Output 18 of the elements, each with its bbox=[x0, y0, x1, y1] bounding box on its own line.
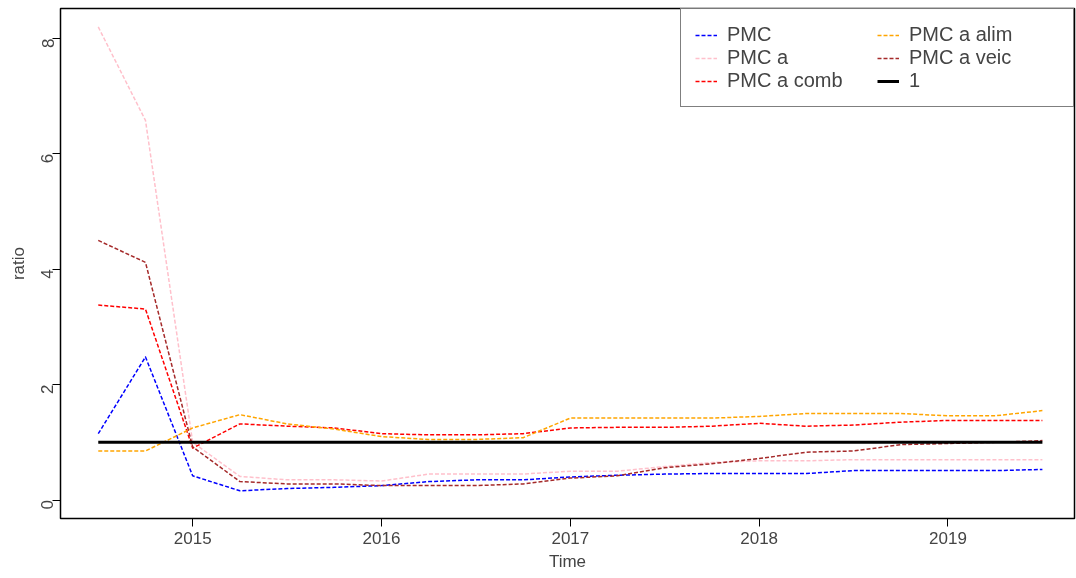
y-tick-label: 0 bbox=[38, 500, 58, 510]
y-tick-label: 2 bbox=[38, 384, 58, 395]
y-tick-label: 4 bbox=[38, 269, 58, 279]
legend-label: PMC a alim bbox=[909, 23, 1014, 46]
legend-label: PMC a bbox=[727, 46, 790, 69]
x-tick-label: 2017 bbox=[551, 528, 590, 548]
legend-label: PMC bbox=[727, 23, 773, 46]
x-axis-title: Time bbox=[548, 551, 587, 571]
y-axis-title: ratio bbox=[8, 246, 28, 281]
legend-label: PMC a veic bbox=[909, 46, 1013, 69]
y-tick-label: 6 bbox=[38, 153, 58, 164]
x-tick-label: 2019 bbox=[929, 528, 967, 548]
legend-label: 1 bbox=[909, 69, 922, 92]
legend-label: PMC a comb bbox=[727, 69, 844, 92]
x-tick-label: 2016 bbox=[362, 528, 401, 548]
x-tick-label: 2015 bbox=[173, 528, 212, 548]
y-tick-label: 8 bbox=[38, 38, 58, 48]
x-tick-label: 2018 bbox=[740, 528, 779, 548]
